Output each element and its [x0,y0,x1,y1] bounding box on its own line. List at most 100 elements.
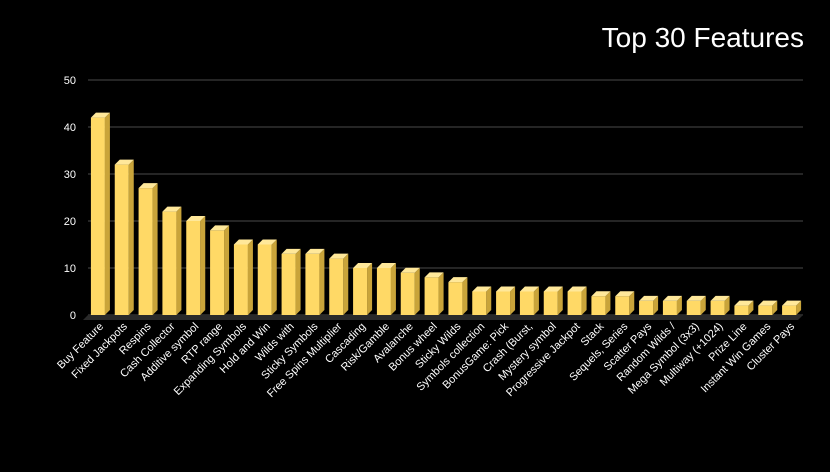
bar [662,295,682,315]
bar-face [519,286,539,292]
bar-face [186,216,206,221]
bar-face [138,183,158,189]
bar-face [400,267,420,273]
bar [615,291,635,315]
bar-face [376,263,396,268]
bar-face [343,253,349,315]
bar-face [496,291,511,315]
bar [186,216,206,315]
bar [710,295,730,315]
bar-face [376,268,391,315]
chart-title: Top 30 Features [601,22,804,53]
bar-face [710,295,730,301]
bar-face [319,248,325,315]
bar [567,286,587,315]
bar-face [758,305,773,315]
bar-face [224,225,230,315]
bar-face [605,291,611,315]
bar-face [686,295,706,301]
bar-face [581,286,587,315]
bar [353,263,373,315]
bar-face [782,300,802,306]
bar [257,239,277,315]
bar-face [782,305,797,315]
bar-face [796,300,802,315]
bar-face [543,286,563,292]
bar-face [281,248,301,254]
bar-face [676,295,682,315]
bar [448,277,468,315]
bar-face [128,159,134,315]
bar [233,239,253,315]
bar [496,286,516,315]
bar-face [295,248,301,315]
bar-face [472,291,487,315]
bar-face [557,286,563,315]
bar-face [734,305,749,315]
bar-face [662,300,677,315]
bar-face [353,268,368,315]
bar-face [210,225,230,231]
bar-face [353,263,373,268]
bar [686,295,706,315]
bar-face [724,295,730,315]
bar-face [329,258,344,315]
bar-face [305,248,325,254]
bar-face [639,300,654,315]
bar-face [200,216,206,315]
bar [90,112,110,315]
bar [162,206,182,315]
bar [782,300,802,315]
bar-face [400,272,415,315]
bar-face [629,291,635,315]
bar-face [90,117,105,315]
bar-face [653,295,659,315]
bar-face [639,295,659,301]
bar-face [510,286,516,315]
bar-face [496,286,516,292]
bar-face [414,267,420,315]
bar-face [247,239,253,315]
bar-face [210,230,225,315]
bar [138,183,158,315]
bar-face [591,291,611,297]
bar-face [615,291,635,297]
bar-face [662,295,682,301]
bar [639,295,659,315]
bar [376,263,396,315]
bar-face [533,286,539,315]
bar-face [424,277,439,315]
bar-face [448,282,463,315]
bar-face [567,291,582,315]
bar [472,286,492,315]
y-tick-label: 0 [70,310,76,322]
y-tick-label: 50 [64,75,76,87]
bar [114,159,134,315]
bar-face [486,286,492,315]
bar [305,248,325,315]
bar-face [686,300,701,315]
bar-face [114,159,134,165]
bar-face [710,300,725,315]
bar [281,248,301,315]
bar-face [472,286,492,292]
y-tick-label: 20 [64,216,76,228]
bar-face [615,296,630,315]
y-tick-label: 40 [64,122,76,134]
bar-face [257,239,277,245]
bar-face [162,211,177,315]
bar [591,291,611,315]
bar [758,300,778,315]
bar-face [281,253,296,315]
bar-face [424,272,444,278]
bar-face [448,277,468,283]
bar-face [438,272,444,315]
bar [400,267,420,315]
bar [734,300,754,315]
bar-face [152,183,158,315]
bar-face [176,206,182,315]
bar-face [138,188,153,315]
bar-face [700,295,706,315]
bar-face [462,277,468,315]
